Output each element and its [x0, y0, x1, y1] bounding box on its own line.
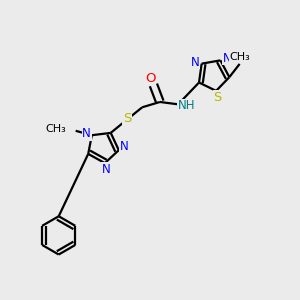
Text: CH₃: CH₃ — [229, 52, 250, 62]
Text: O: O — [145, 72, 156, 85]
Text: S: S — [213, 91, 222, 104]
Text: N: N — [223, 52, 231, 64]
Text: N: N — [102, 163, 111, 176]
Text: N: N — [120, 140, 128, 153]
Text: CH₃: CH₃ — [46, 124, 66, 134]
Text: NH: NH — [178, 99, 195, 112]
Text: N: N — [191, 56, 200, 69]
Text: N: N — [82, 127, 91, 140]
Text: S: S — [123, 112, 131, 125]
